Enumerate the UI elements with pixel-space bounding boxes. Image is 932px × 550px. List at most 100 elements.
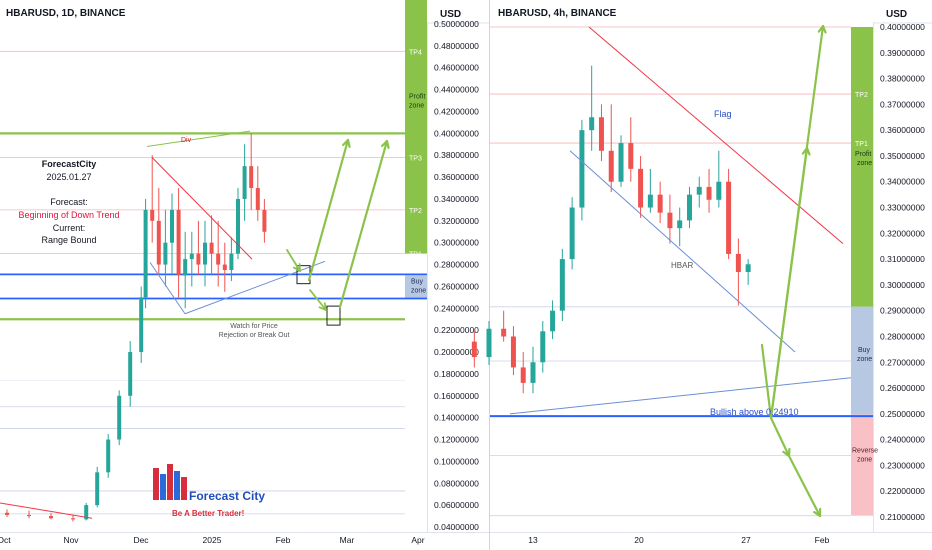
- left-y-tick-label: 0.30000000: [434, 238, 479, 248]
- right-arrow-down-long-head: [813, 507, 822, 518]
- left-candle-body: [183, 259, 188, 276]
- right-reverse-zone-label-line2: zone: [857, 457, 872, 464]
- left-candle-body: [216, 253, 221, 265]
- left-brand-text: ForecastCity: [42, 159, 97, 169]
- right-candle-body: [510, 336, 516, 368]
- left-candle-body: [236, 198, 240, 254]
- right-y-tick-label: 0.33000000: [880, 203, 925, 213]
- right-candle-body: [486, 328, 492, 358]
- right-x-tick-label: 27: [741, 535, 751, 545]
- left-arrow-small-2: [309, 289, 327, 311]
- left-arrow-up-2-head: [380, 139, 390, 149]
- right-candle-body: [716, 181, 722, 200]
- left-candle-body: [170, 209, 174, 243]
- right-y-tick-label: 0.37000000: [880, 99, 925, 109]
- left-candles: [5, 133, 267, 522]
- right-candle-body: [726, 181, 732, 254]
- left-x-tick-label: Nov: [63, 535, 79, 545]
- left-y-tick-label: 0.06000000: [434, 500, 479, 510]
- left-candle-body: [242, 166, 247, 199]
- left-candle-body: [150, 209, 155, 221]
- left-uptrend-line: [184, 260, 326, 315]
- right-candle-body: [686, 194, 692, 221]
- logo-building-1: [153, 468, 159, 500]
- right-y-tick-label: 0.30000000: [880, 280, 925, 290]
- left-candle-body: [255, 188, 260, 210]
- left-y-tick-label: 0.20000000: [434, 347, 479, 357]
- right-candle-body: [579, 130, 585, 208]
- left-candle-body: [5, 512, 9, 515]
- left-triangle-edge: [149, 262, 186, 315]
- left-candle-body: [117, 395, 122, 440]
- left-forecast-value: Beginning of Down Trend: [18, 210, 119, 220]
- left-forecast-label: Forecast:: [50, 197, 88, 207]
- left-y-axis: 0.50000000 0.48000000 0.46000000 0.44000000…: [434, 19, 479, 532]
- left-y-tick-label: 0.38000000: [434, 150, 479, 160]
- left-y-tick-label: 0.18000000: [434, 369, 479, 379]
- left-logo: Forecast City Be A Better Trader!: [153, 464, 265, 518]
- right-profit-zone: [851, 27, 873, 307]
- right-buy-zone-label-line2: zone: [857, 356, 872, 363]
- left-y-tick-label: 0.22000000: [434, 325, 479, 335]
- left-box-lower: [326, 305, 341, 326]
- right-flag-upper-line: [588, 26, 844, 245]
- right-candle-body: [530, 362, 536, 383]
- left-divergence-line: [146, 130, 251, 147]
- right-candle-body: [647, 194, 653, 208]
- logo-building-4: [174, 471, 180, 500]
- logo-slogan: Be A Better Trader!: [172, 509, 244, 518]
- left-x-tick-label: Oct: [0, 535, 11, 545]
- left-candle-body: [71, 518, 75, 520]
- right-x-tick-label: Feb: [815, 535, 830, 545]
- left-candle-body: [128, 352, 133, 396]
- right-rising-support-line: [509, 377, 852, 415]
- left-buy-zone-label-line1: Buy: [411, 279, 424, 286]
- right-y-tick-label: 0.35000000: [880, 151, 925, 161]
- right-candle-body: [501, 328, 507, 337]
- left-arrow-up-1-head: [342, 138, 351, 148]
- left-candle-body: [203, 242, 207, 265]
- left-early-trend-line: [0, 502, 93, 519]
- left-y-tick-label: 0.44000000: [434, 85, 479, 95]
- right-candle-body: [677, 220, 683, 229]
- left-y-tick-label: 0.50000000: [434, 19, 479, 29]
- right-y-tick-label: 0.23000000: [880, 460, 925, 470]
- right-candle-body: [550, 310, 556, 332]
- right-flag-label: Flag: [714, 109, 732, 119]
- right-tp1-label: TP1: [855, 141, 868, 148]
- right-arrow-up-tp2-head: [817, 24, 827, 34]
- right-y-tick-label: 0.31000000: [880, 254, 925, 264]
- left-arrow-up-1: [307, 138, 350, 282]
- left-x-axis: Oct Nov Dec 2025 Feb Mar Apr: [0, 532, 489, 545]
- left-watch-line2: Rejection or Break Out: [219, 332, 290, 339]
- left-candle-body: [95, 472, 100, 506]
- left-tp4-label: TP4: [409, 49, 422, 56]
- left-x-tick-label: Apr: [411, 535, 424, 545]
- left-date-text: 2025.01.27: [46, 172, 91, 182]
- right-x-tick-label: 13: [528, 535, 538, 545]
- left-profit-zone-label-line1: Profit: [409, 93, 425, 100]
- left-candle-body: [249, 166, 254, 189]
- right-y-tick-label: 0.38000000: [880, 74, 925, 84]
- right-arrow-down-long: [787, 454, 822, 518]
- left-candle-body: [143, 209, 148, 298]
- left-candle-body: [139, 297, 144, 353]
- logo-building-2: [160, 474, 166, 500]
- right-candle-body: [598, 117, 604, 151]
- left-candle-body: [196, 253, 201, 265]
- right-candle-body: [745, 264, 751, 272]
- right-candle-body: [559, 259, 565, 311]
- left-y-tick-label: 0.04000000: [434, 522, 479, 532]
- left-candle-body: [156, 220, 161, 265]
- right-y-tick-label: 0.29000000: [880, 306, 925, 316]
- right-candle-body: [520, 367, 526, 383]
- left-candle-body: [209, 242, 214, 254]
- left-arrow-small-2-head: [318, 302, 327, 311]
- left-x-tick-label: Mar: [340, 535, 355, 545]
- right-candle-body: [569, 207, 575, 260]
- left-profit-zone-label-line2: zone: [409, 102, 424, 109]
- right-chart-title: HBARUSD, 4h, BINANCE: [498, 8, 617, 19]
- right-candle-body: [638, 168, 644, 208]
- right-y-tick-label: 0.40000000: [880, 22, 925, 32]
